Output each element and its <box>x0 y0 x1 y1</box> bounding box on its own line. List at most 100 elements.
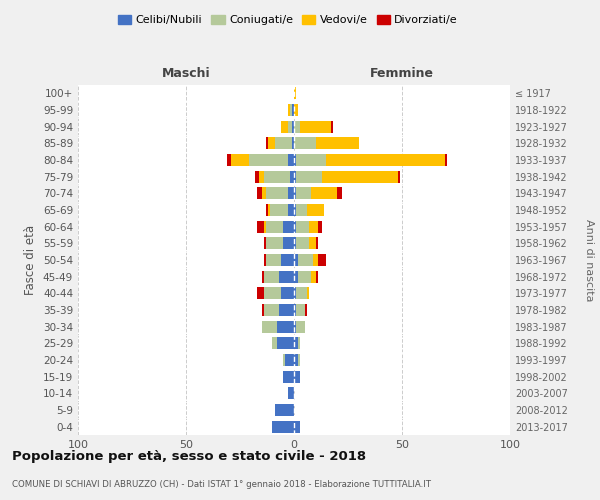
Bar <box>270 204 287 216</box>
Bar <box>277 338 294 349</box>
Bar <box>264 238 266 250</box>
Y-axis label: Fasce di età: Fasce di età <box>25 225 37 295</box>
Bar <box>281 120 287 132</box>
Bar <box>287 204 294 216</box>
Bar <box>294 120 301 132</box>
Bar <box>313 254 318 266</box>
Bar <box>266 138 268 149</box>
Bar <box>275 404 294 416</box>
Bar <box>262 188 266 200</box>
Text: COMUNE DI SCHIAVI DI ABRUZZO (CH) - Dati ISTAT 1° gennaio 2018 - Elaborazione TU: COMUNE DI SCHIAVI DI ABRUZZO (CH) - Dati… <box>12 480 431 489</box>
Y-axis label: Anni di nascita: Anni di nascita <box>584 218 595 301</box>
Bar <box>294 270 298 282</box>
Bar <box>294 320 296 332</box>
Bar <box>318 254 326 266</box>
Bar <box>290 170 294 182</box>
Bar <box>294 420 301 432</box>
Bar <box>257 288 264 300</box>
Bar <box>296 154 326 166</box>
Bar <box>266 204 268 216</box>
Bar <box>262 270 264 282</box>
Bar <box>286 354 294 366</box>
Bar <box>283 220 294 232</box>
Bar <box>272 420 294 432</box>
Bar <box>296 188 311 200</box>
Bar <box>257 220 264 232</box>
Bar <box>283 370 294 382</box>
Bar <box>296 220 309 232</box>
Bar <box>298 354 301 366</box>
Bar <box>294 220 296 232</box>
Bar <box>298 270 311 282</box>
Bar <box>264 254 266 266</box>
Bar <box>281 254 294 266</box>
Bar <box>294 370 301 382</box>
Bar <box>296 238 309 250</box>
Bar <box>294 154 296 166</box>
Bar <box>266 254 281 266</box>
Bar <box>294 304 296 316</box>
Bar <box>318 220 322 232</box>
Bar <box>264 288 281 300</box>
Bar <box>266 220 283 232</box>
Bar <box>294 354 298 366</box>
Bar <box>322 170 398 182</box>
Bar <box>296 320 305 332</box>
Bar <box>296 288 307 300</box>
Bar <box>296 204 307 216</box>
Bar <box>296 304 305 316</box>
Bar <box>264 220 266 232</box>
Bar <box>296 170 322 182</box>
Bar <box>287 154 294 166</box>
Bar <box>305 304 307 316</box>
Bar <box>257 188 262 200</box>
Bar <box>279 270 294 282</box>
Bar <box>309 238 316 250</box>
Text: Popolazione per età, sesso e stato civile - 2018: Popolazione per età, sesso e stato civil… <box>12 450 366 463</box>
Bar <box>287 120 292 132</box>
Legend: Celibi/Nubili, Coniugati/e, Vedovi/e, Divorziati/e: Celibi/Nubili, Coniugati/e, Vedovi/e, Di… <box>113 10 463 30</box>
Bar <box>292 138 294 149</box>
Bar <box>292 104 294 116</box>
Bar <box>287 388 294 400</box>
Text: Maschi: Maschi <box>161 67 211 80</box>
Bar <box>311 188 337 200</box>
Bar <box>281 288 294 300</box>
Bar <box>294 170 296 182</box>
Bar <box>307 288 309 300</box>
Bar <box>316 238 318 250</box>
Bar <box>298 254 313 266</box>
Bar <box>445 154 448 166</box>
Bar <box>262 320 277 332</box>
Bar <box>337 188 341 200</box>
Bar <box>316 138 359 149</box>
Bar <box>277 320 294 332</box>
Bar <box>294 88 296 100</box>
Bar <box>294 204 296 216</box>
Bar <box>279 304 294 316</box>
Bar <box>298 338 301 349</box>
Bar <box>294 338 298 349</box>
Bar <box>287 188 294 200</box>
Bar <box>287 104 290 116</box>
Bar <box>262 304 264 316</box>
Bar <box>311 270 316 282</box>
Bar <box>259 170 264 182</box>
Bar <box>268 204 270 216</box>
Bar <box>316 270 318 282</box>
Bar <box>272 338 277 349</box>
Bar <box>294 188 296 200</box>
Bar <box>275 138 292 149</box>
Bar <box>294 288 296 300</box>
Bar <box>307 204 324 216</box>
Bar <box>294 238 296 250</box>
Bar <box>294 104 298 116</box>
Bar <box>309 220 318 232</box>
Bar <box>292 120 294 132</box>
Bar <box>268 138 275 149</box>
Bar <box>331 120 333 132</box>
Bar <box>264 270 279 282</box>
Text: Femmine: Femmine <box>370 67 434 80</box>
Bar <box>294 254 298 266</box>
Bar <box>255 170 259 182</box>
